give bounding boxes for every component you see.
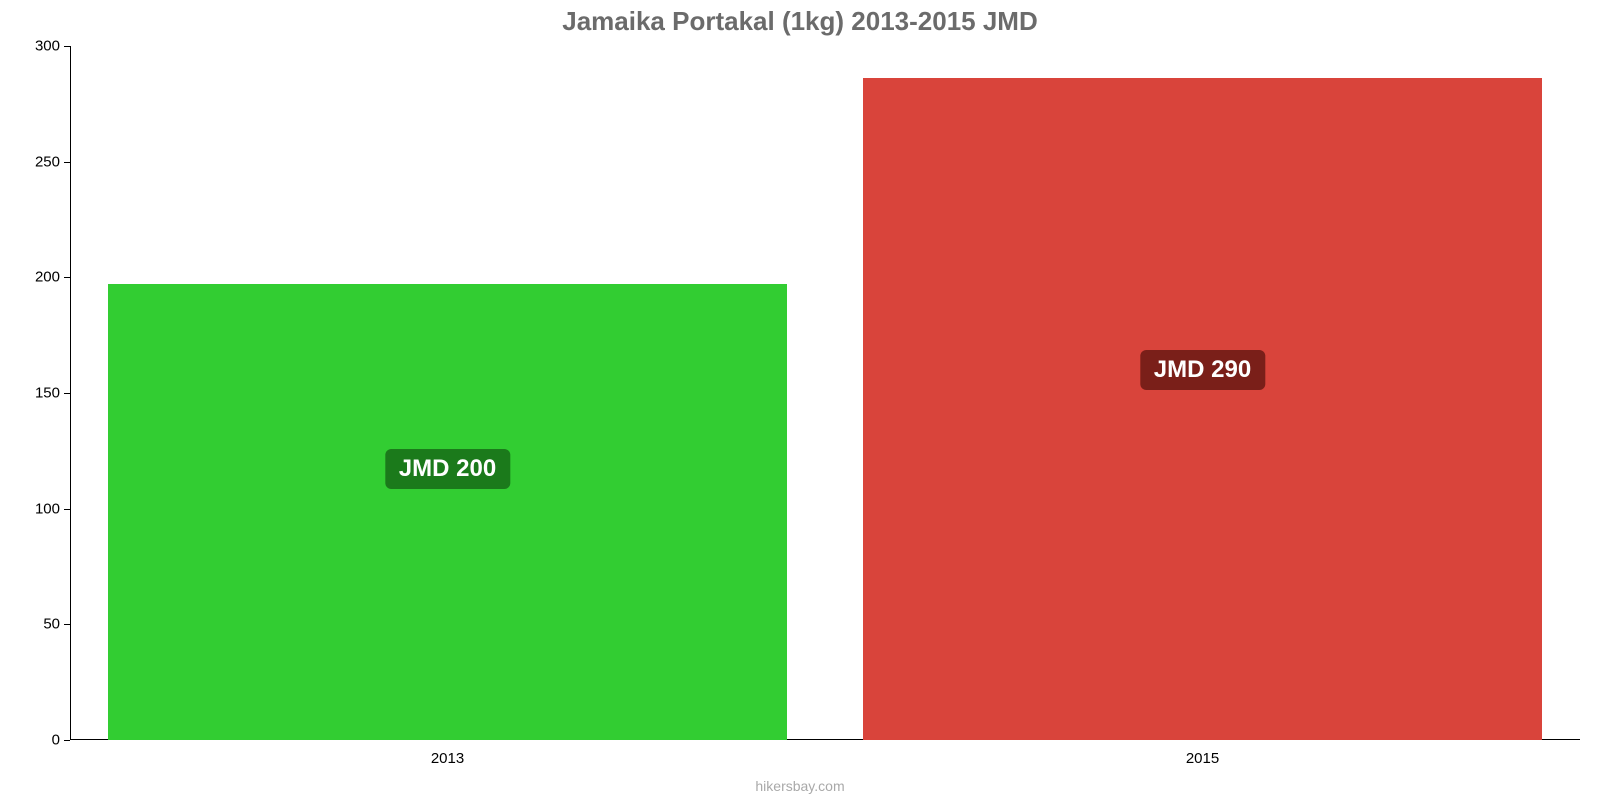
ytick-label: 100 bbox=[35, 500, 70, 517]
chart-title: Jamaika Portakal (1kg) 2013-2015 JMD bbox=[0, 6, 1600, 37]
ytick-label: 250 bbox=[35, 153, 70, 170]
bar-value-label: JMD 200 bbox=[385, 449, 510, 489]
ytick-label: 150 bbox=[35, 385, 70, 402]
ytick-label: 50 bbox=[43, 616, 70, 633]
footer-text: hikersbay.com bbox=[0, 778, 1600, 794]
ytick-label: 0 bbox=[52, 732, 70, 749]
bar bbox=[863, 78, 1543, 740]
xtick-label: 2013 bbox=[431, 740, 464, 767]
ytick-label: 200 bbox=[35, 269, 70, 286]
bar-value-label: JMD 290 bbox=[1140, 350, 1265, 390]
y-axis-line bbox=[70, 46, 71, 740]
bar-chart: Jamaika Portakal (1kg) 2013-2015 JMD 050… bbox=[0, 0, 1600, 800]
plot-area: 0501001502002503002013JMD 2002015JMD 290 bbox=[70, 46, 1580, 740]
xtick-label: 2015 bbox=[1186, 740, 1219, 767]
ytick-label: 300 bbox=[35, 38, 70, 55]
bar bbox=[108, 284, 788, 740]
